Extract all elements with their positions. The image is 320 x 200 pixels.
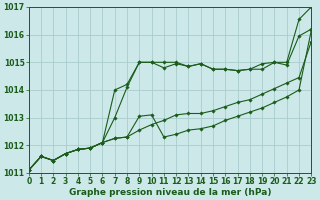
X-axis label: Graphe pression niveau de la mer (hPa): Graphe pression niveau de la mer (hPa)	[69, 188, 271, 197]
